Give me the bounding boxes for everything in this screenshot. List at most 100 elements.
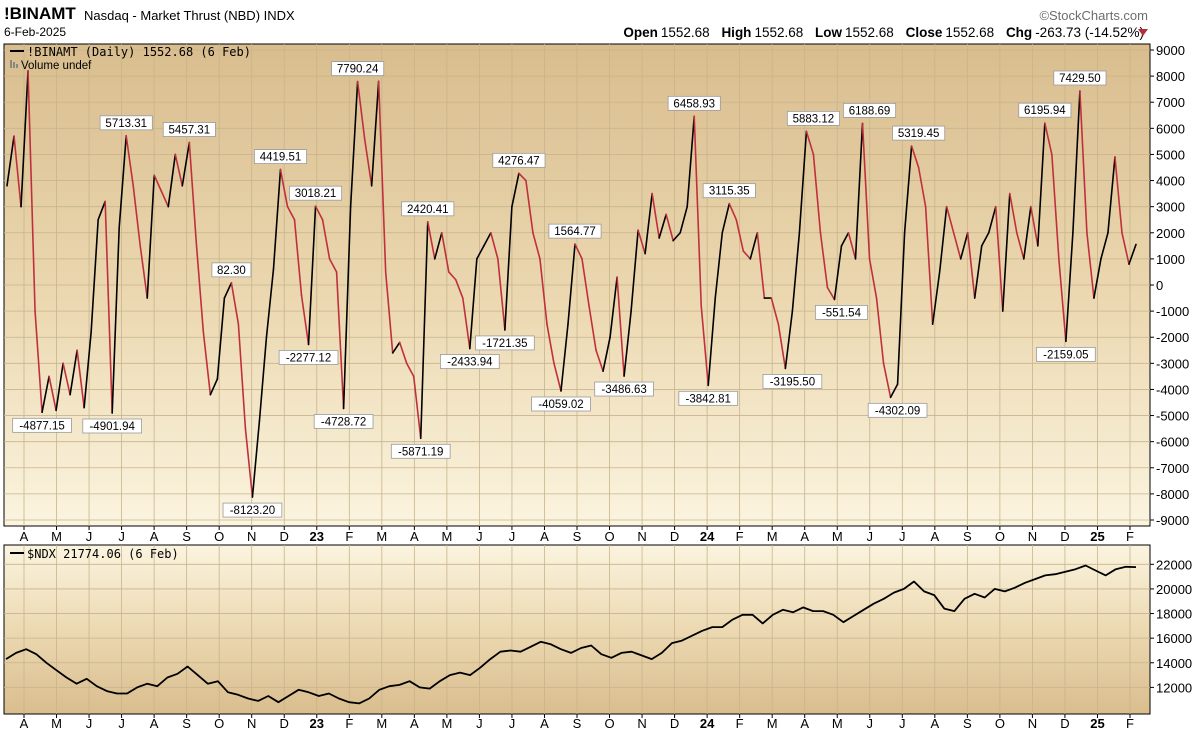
binamt-y-tick-label: -1000 xyxy=(1156,304,1189,319)
callout-label: 1564.77 xyxy=(554,226,596,238)
binamt-line-segment xyxy=(581,258,590,307)
binamt-line-segment xyxy=(1051,153,1060,260)
callout-label: 4276.47 xyxy=(498,155,540,167)
ndx-x-tick-label: F xyxy=(1126,716,1134,731)
binamt-line-segment xyxy=(623,310,632,377)
binamt-line-segment xyxy=(293,218,303,297)
binamt-line-segment xyxy=(48,375,57,412)
binamt-line-segment xyxy=(735,218,745,252)
ndx-x-tick-label: A xyxy=(800,716,809,731)
binamt-line-segment xyxy=(826,286,836,301)
binamt-line-segment xyxy=(356,80,366,140)
binamt-line-segment xyxy=(454,278,464,299)
binamt-line-segment xyxy=(511,172,520,208)
binamt-line-segment xyxy=(328,258,338,273)
callout-box xyxy=(892,125,946,141)
ndx-x-tick-label: A xyxy=(540,716,549,731)
binamt-x-tick-label: M xyxy=(767,529,778,544)
binamt-x-tick-label: J xyxy=(118,529,125,544)
binamt-line-segment xyxy=(602,336,611,372)
binamt-y-tick-label: -9000 xyxy=(1156,513,1189,528)
binamt-panel: A M J J A S O N D 23 F M A M J J A S O N D 24 F M A M J J A S O N D 25 F 90… xyxy=(3,43,1189,544)
binamt-line-segment xyxy=(952,231,962,260)
binamt-line-segment xyxy=(749,231,759,260)
binamt-line-segment xyxy=(34,310,43,414)
binamt-x-tick-label: M xyxy=(376,529,387,544)
binamt-line-segment xyxy=(931,271,941,325)
binamt-line-segment xyxy=(469,258,478,350)
binamt-line-segment xyxy=(833,245,843,301)
binamt-line-segment xyxy=(139,245,149,299)
binamt-x-tick-label: F xyxy=(345,529,353,544)
callout-label: 7790.24 xyxy=(337,64,379,76)
binamt-line-segment xyxy=(398,341,408,365)
binamt-line-segment xyxy=(90,218,99,333)
binamt-line-segment xyxy=(426,221,436,260)
binamt-line-segment xyxy=(714,231,724,299)
binamt-line-segment xyxy=(174,153,184,187)
binamt-line-segment xyxy=(181,141,191,187)
binamt-line-segment xyxy=(76,349,85,409)
binamt-x-tick-label: A xyxy=(540,529,549,544)
callout-box xyxy=(99,115,153,131)
binamt-line-segment xyxy=(377,80,387,273)
binamt-line-segment xyxy=(391,341,401,354)
ndx-y-tick-label: 18000 xyxy=(1156,607,1192,622)
callout-label: 7429.50 xyxy=(1059,73,1101,85)
binamt-line-segment xyxy=(335,271,345,410)
binamt-line-segment xyxy=(700,305,710,387)
binamt-line-segment xyxy=(41,375,50,414)
binamt-line-segment xyxy=(707,297,717,387)
binamt-line-segment xyxy=(167,153,177,208)
binamt-line-segment xyxy=(258,336,268,422)
callout-box xyxy=(390,443,451,459)
callout-label: -551.54 xyxy=(822,307,862,319)
ndx-legend-label: $NDX 21774.06 (6 Feb) xyxy=(27,547,179,561)
binamt-line-segment xyxy=(440,231,450,273)
binamt-line-segment xyxy=(104,200,113,414)
binamt-line-segment xyxy=(553,362,562,392)
binamt-line-segment xyxy=(223,282,233,299)
binamt-line-segment xyxy=(20,70,29,208)
callout-box xyxy=(1036,346,1096,362)
callout-box xyxy=(492,152,546,168)
binamt-line-segment xyxy=(1121,231,1130,265)
binamt-y-tick-label: -3000 xyxy=(1156,356,1189,371)
low-label: Low xyxy=(815,25,843,40)
binamt-line-segment xyxy=(153,174,163,192)
binamt-line-segment xyxy=(216,297,226,380)
callout-box xyxy=(594,381,654,397)
binamt-y-tick-label: 3000 xyxy=(1156,200,1185,215)
binamt-line-segment xyxy=(945,205,955,234)
binamt-line-segment xyxy=(644,192,653,255)
ndx-x-tick-label: S xyxy=(182,716,191,731)
binamt-x-tick-label: F xyxy=(736,529,744,544)
ndx-x-tick-label: S xyxy=(573,716,582,731)
brand-link[interactable]: ©StockCharts.com xyxy=(1039,8,1148,23)
callout-label: -8123.20 xyxy=(230,505,275,517)
binamt-line-segment xyxy=(609,276,618,339)
close-label: Close xyxy=(905,25,943,40)
binamt-line-segment xyxy=(973,245,983,299)
ndx-panel: A M J J A S O N D 23 F M A M J J A S O N D 24 F M A M J J A S O N D 25 F 22… xyxy=(3,544,1192,731)
callout-box xyxy=(814,305,868,320)
binamt-line-segment xyxy=(518,172,527,182)
volume-bar-icon xyxy=(16,64,18,68)
high-label: High xyxy=(721,25,752,40)
binamt-line-segment xyxy=(686,115,696,208)
binamt-line-segment xyxy=(363,137,373,187)
binamt-line-segment xyxy=(1065,231,1074,343)
ndx-x-tick-label: J xyxy=(476,716,483,731)
binamt-line-segment xyxy=(882,362,892,399)
binamt-line-segment xyxy=(770,297,780,325)
ndx-x-tick-label: A xyxy=(150,716,159,731)
binamt-x-tick-label: O xyxy=(995,529,1005,544)
callout-box xyxy=(222,502,283,518)
binamt-line-segment xyxy=(1128,243,1137,265)
down-triangle-icon xyxy=(1138,29,1148,36)
binamt-line-segment xyxy=(118,135,128,229)
binamt-line-segment xyxy=(251,419,261,498)
ndx-x-tick-label: O xyxy=(604,716,614,731)
callout-box xyxy=(1018,102,1072,118)
binamt-y-tick-label: 9000 xyxy=(1156,43,1185,58)
